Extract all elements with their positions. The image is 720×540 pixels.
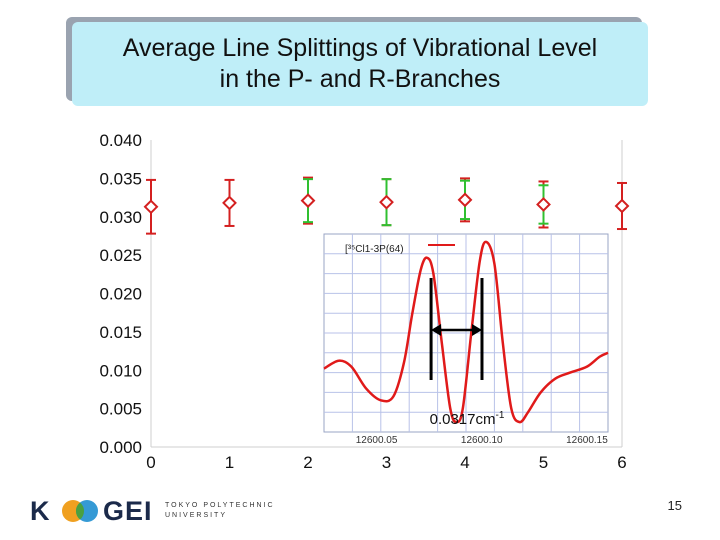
logo-sub-2: UNIVERSITY: [165, 512, 228, 519]
page-number: 15: [667, 498, 682, 513]
inset-spectrum-line: [323, 240, 609, 424]
y-tick-label: 0.030: [99, 208, 142, 227]
data-point-marker: [222, 195, 237, 211]
x-tick-label: 1: [225, 453, 234, 472]
data-point-marker: [379, 194, 394, 210]
inset-x-tick-label: 12600.15: [566, 435, 608, 446]
x-tick-label: 2: [303, 453, 312, 472]
split-arrow-head-left: [431, 324, 442, 336]
y-tick-label: 0.015: [99, 323, 142, 342]
y-tick-label: 0.020: [99, 285, 142, 304]
data-point-marker: [300, 193, 316, 209]
y-tick-label: 0.040: [99, 131, 142, 150]
x-tick-label: 6: [617, 453, 626, 472]
logo-sub-1: TOKYO POLYTECHNIC: [165, 502, 275, 509]
x-tick-label: 3: [382, 453, 391, 472]
data-point-marker: [143, 199, 159, 215]
x-tick-label: 4: [460, 453, 469, 472]
y-tick-label: 0.000: [99, 438, 142, 457]
split-arrow-head-right: [471, 324, 482, 336]
y-tick-label: 0.025: [99, 246, 142, 265]
logo-circles-icon: [62, 500, 98, 522]
y-tick-label: 0.035: [99, 169, 142, 188]
logo-k: K: [30, 496, 51, 526]
title-line-2: in the P- and R-Branches: [219, 65, 501, 93]
data-point-marker: [536, 197, 551, 212]
data-point-marker: [614, 198, 630, 214]
inset-legend-label: [³⁵Cl1-3P(64): [345, 244, 404, 255]
split-annotation-sup: -1: [495, 410, 504, 421]
data-point-marker: [457, 192, 473, 208]
y-tick-label: 0.005: [99, 400, 142, 419]
split-annotation: 0.0317cm-1: [430, 410, 505, 428]
x-tick-label: 0: [146, 453, 155, 472]
inset-x-tick-label: 12600.05: [356, 435, 398, 446]
x-tick-label: 5: [539, 453, 548, 472]
y-tick-label: 0.010: [99, 361, 142, 380]
title-box: Average Line Splittings of Vibrational L…: [72, 22, 648, 106]
inset-x-tick-label: 12600.10: [461, 435, 503, 446]
logo-gei: GEI: [103, 496, 153, 526]
title-line-1: Average Line Splittings of Vibrational L…: [122, 34, 598, 62]
